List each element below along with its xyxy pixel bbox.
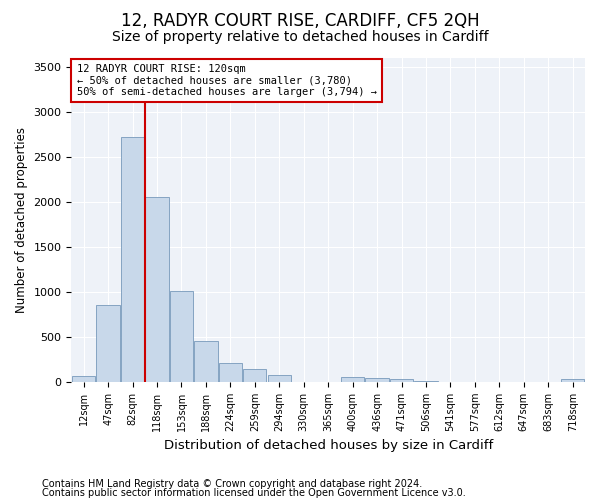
Text: 12 RADYR COURT RISE: 120sqm
← 50% of detached houses are smaller (3,780)
50% of : 12 RADYR COURT RISE: 120sqm ← 50% of det… <box>77 64 377 97</box>
X-axis label: Distribution of detached houses by size in Cardiff: Distribution of detached houses by size … <box>164 440 493 452</box>
Y-axis label: Number of detached properties: Number of detached properties <box>15 126 28 312</box>
Bar <box>390 379 413 382</box>
Bar <box>97 306 120 382</box>
Text: 12, RADYR COURT RISE, CARDIFF, CF5 2QH: 12, RADYR COURT RISE, CARDIFF, CF5 2QH <box>121 12 479 30</box>
Text: Size of property relative to detached houses in Cardiff: Size of property relative to detached ho… <box>112 30 488 44</box>
Bar <box>72 376 95 382</box>
Bar <box>341 377 364 382</box>
Bar <box>170 291 193 382</box>
Bar <box>561 379 584 382</box>
Text: Contains HM Land Registry data © Crown copyright and database right 2024.: Contains HM Land Registry data © Crown c… <box>42 479 422 489</box>
Bar <box>268 374 291 382</box>
Bar <box>243 369 266 382</box>
Bar <box>194 342 218 382</box>
Text: Contains public sector information licensed under the Open Government Licence v3: Contains public sector information licen… <box>42 488 466 498</box>
Bar <box>121 137 144 382</box>
Bar <box>145 197 169 382</box>
Bar <box>219 363 242 382</box>
Bar <box>365 378 389 382</box>
